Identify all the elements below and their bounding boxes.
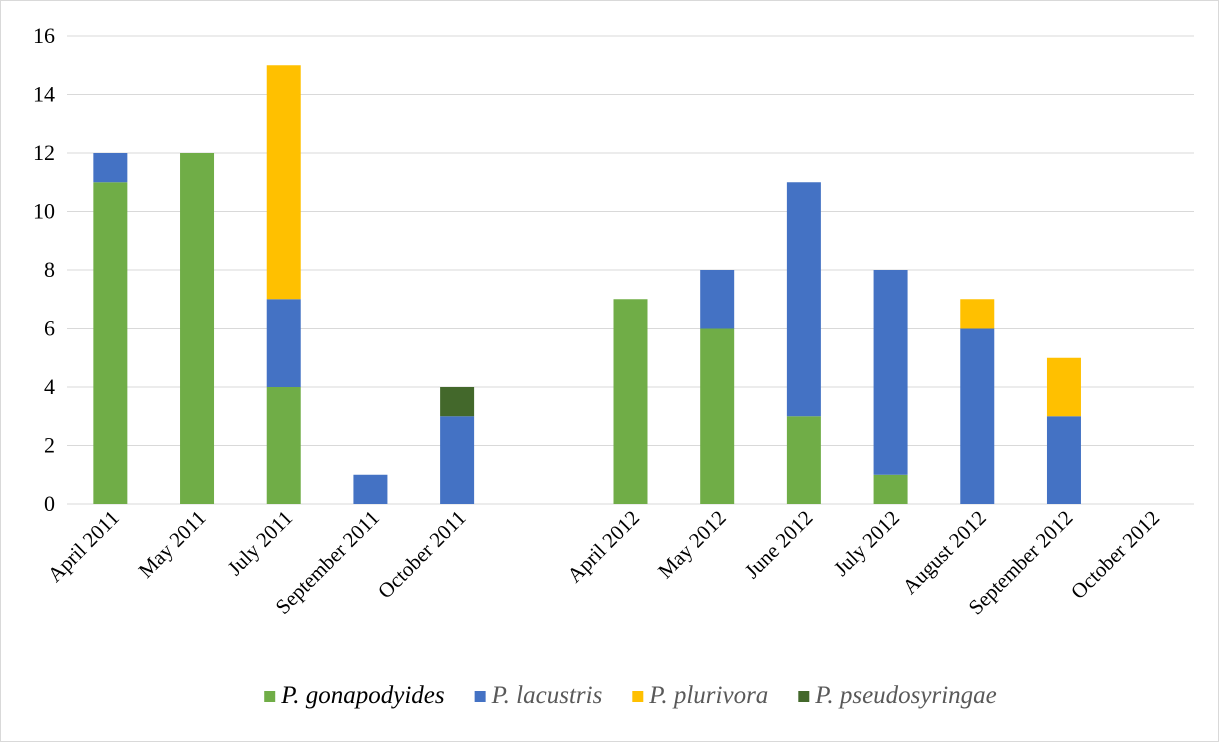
bar-segment <box>180 153 215 504</box>
x-tick-label: June 2012 <box>740 506 818 584</box>
bar-segment <box>873 270 908 475</box>
y-tick-label: 10 <box>33 199 55 224</box>
y-tick-label: 12 <box>33 140 55 165</box>
legend-item: P. pseudosyringae <box>798 682 997 709</box>
bars <box>93 65 1081 504</box>
legend-item: P. gonapodyides <box>264 682 445 709</box>
x-tick-label: April 2011 <box>43 506 124 587</box>
legend-label: P. lacustris <box>491 682 603 709</box>
legend-item: P. plurivora <box>632 682 768 709</box>
bar-segment <box>960 299 995 329</box>
x-tick-label: August 2012 <box>898 506 991 599</box>
y-tick-label: 2 <box>44 433 55 458</box>
bar-segment <box>873 474 908 504</box>
legend-item: P. lacustris <box>474 682 603 709</box>
x-tick-label: July 2012 <box>829 506 904 581</box>
y-tick-label: 16 <box>33 23 55 48</box>
y-tick-label: 14 <box>33 82 55 107</box>
y-tick-label: 0 <box>44 491 55 516</box>
x-tick-label: April 2012 <box>562 506 644 588</box>
bar-segment <box>93 182 128 504</box>
x-tick-label: May 2012 <box>653 506 731 584</box>
y-tick-label: 8 <box>44 257 55 282</box>
legend-swatch <box>474 691 486 702</box>
y-tick-label: 6 <box>44 316 55 341</box>
bar-segment <box>786 416 821 504</box>
legend-label: P. plurivora <box>648 682 768 709</box>
x-tick-label: October 2012 <box>1066 506 1164 604</box>
bar-segment <box>266 387 301 504</box>
bar-segment <box>353 474 388 504</box>
bar-segment <box>1046 357 1081 417</box>
legend-swatch <box>264 691 276 702</box>
x-tick-label: May 2011 <box>134 506 211 583</box>
legend-swatch <box>632 691 644 702</box>
x-tick-label: October 2011 <box>373 506 471 604</box>
y-axis-ticks: 0 2 4 6 8 10 12 14 16 <box>33 23 55 516</box>
bar-segment <box>700 270 735 329</box>
legend-label: P. gonapodyides <box>280 682 444 709</box>
bar-segment <box>613 299 648 504</box>
bar-segment <box>440 387 475 417</box>
bar-segment <box>93 153 128 183</box>
bar-segment <box>960 328 995 504</box>
y-tick-label: 4 <box>44 374 55 399</box>
gridlines <box>67 35 1194 505</box>
legend: P. gonapodyides P. lacustris P. plurivora P… <box>264 682 997 709</box>
bar-segment <box>786 182 821 417</box>
bar-segment <box>266 299 301 387</box>
bar-segment <box>700 328 735 504</box>
bar-segment <box>1046 416 1081 504</box>
x-tick-label: July 2011 <box>223 506 298 581</box>
legend-swatch <box>798 691 810 702</box>
legend-label: P. pseudosyringae <box>814 682 996 709</box>
bar-segment <box>266 65 301 300</box>
bar-segment <box>440 416 475 504</box>
